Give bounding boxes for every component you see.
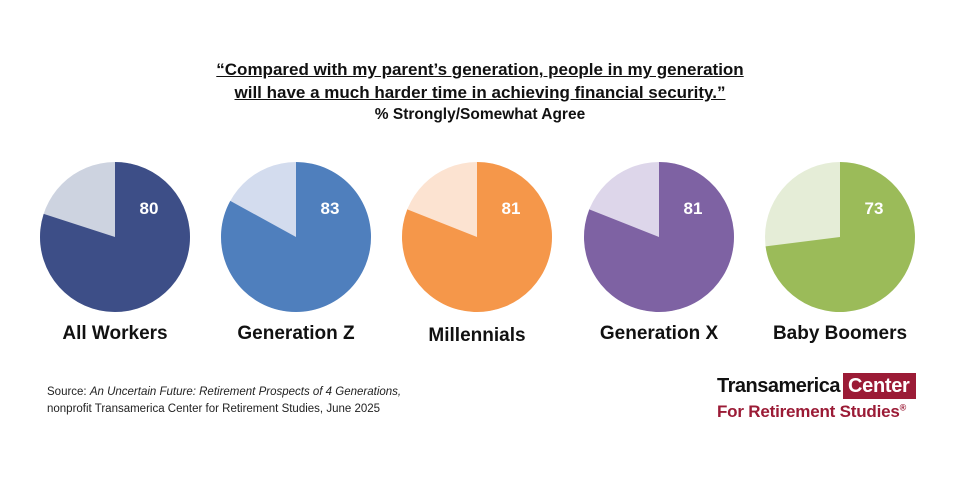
pie-slice-baby-boomers (765, 162, 915, 312)
category-label-generation-x: Generation X (599, 323, 719, 344)
tcrs-logo: Transamerica Center For Retirement Studi… (717, 373, 916, 422)
pie-slice-all-workers (39, 162, 190, 312)
logo-word-center: Center (842, 373, 916, 399)
source-note: Source: An Uncertain Future: Retirement … (47, 384, 401, 418)
category-label-all-workers: All Workers (62, 323, 168, 344)
pie-slice-generation-x (584, 162, 735, 312)
logo-word-transamerica: Transamerica (717, 375, 840, 397)
chart-subtitle: % Strongly/Somewhat Agree (374, 106, 586, 123)
pie-slice-generation-z (221, 162, 371, 312)
source-title: An Uncertain Future: Retirement Prospect… (89, 386, 402, 398)
registered-mark: ® (899, 402, 907, 413)
data-label-generation-x: 81 (684, 199, 703, 218)
pies-svg: 80 83 81 81 73 (39, 162, 915, 312)
category-label-generation-z: Generation Z (237, 323, 355, 344)
data-label-generation-z: 83 (321, 199, 340, 218)
chart-title: “Compared with my parent’s generation, p… (0, 58, 960, 126)
title-line-2: will have a much harder time in achievin… (234, 83, 726, 102)
source-prefix: Source: (47, 386, 90, 398)
category-label-millennials: Millennials (428, 325, 526, 346)
pie-slice-millennials (401, 162, 552, 312)
pie-charts-area: 80 83 81 81 73 All Workers Generation Z Millenn… (0, 150, 960, 360)
data-label-baby-boomers: 73 (865, 199, 884, 218)
category-label-baby-boomers: Baby Boomers (772, 323, 908, 344)
source-line-2: nonprofit Transamerica Center for Retire… (47, 403, 381, 415)
data-label-millennials: 81 (502, 199, 521, 218)
logo-tagline: For Retirement Studies (717, 402, 900, 421)
title-line-1: “Compared with my parent’s generation, p… (216, 60, 744, 79)
data-label-all-workers: 80 (140, 199, 159, 218)
